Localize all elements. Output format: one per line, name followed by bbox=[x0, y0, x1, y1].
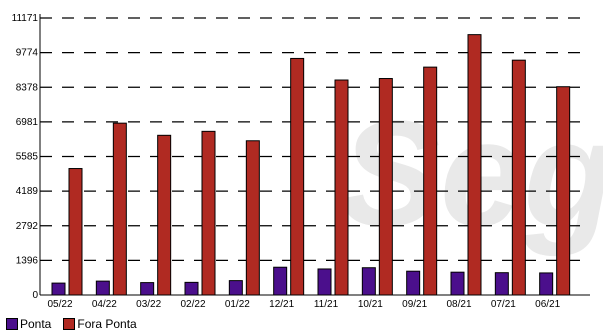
legend-item-ponta: Ponta bbox=[6, 317, 51, 331]
x-tick-label: 09/21 bbox=[402, 299, 427, 310]
x-tick-label: 01/22 bbox=[225, 299, 250, 310]
y-tick-label: 9774 bbox=[16, 48, 39, 59]
bar-fora-ponta bbox=[556, 86, 571, 296]
legend: Ponta Fora Ponta bbox=[6, 316, 149, 332]
bar-ponta bbox=[184, 281, 199, 296]
bar-ponta bbox=[406, 270, 421, 296]
legend-item-fora-ponta: Fora Ponta bbox=[63, 317, 137, 331]
x-tick-label: 12/21 bbox=[269, 299, 294, 310]
x-tick-label: 05/22 bbox=[47, 299, 72, 310]
y-tick-label: 5585 bbox=[16, 152, 39, 163]
bar-fora-ponta bbox=[467, 34, 482, 296]
x-tick-label: 07/21 bbox=[491, 299, 516, 310]
x-axis-ticks: 05/22 04/22 03/22 02/22 01/22 12/21 11/21 10/21… bbox=[47, 299, 560, 310]
bar-fora-ponta bbox=[334, 79, 349, 296]
legend-label-ponta: Ponta bbox=[20, 317, 52, 331]
bars bbox=[51, 34, 571, 296]
bar-ponta bbox=[450, 271, 465, 296]
bar-fora-ponta bbox=[112, 122, 127, 296]
bar-fora-ponta bbox=[68, 168, 83, 296]
legend-label-fora-ponta: Fora Ponta bbox=[77, 317, 137, 331]
legend-swatch-fora-ponta bbox=[63, 318, 76, 330]
bar-fora-ponta bbox=[290, 57, 305, 296]
bar-fora-ponta bbox=[245, 140, 260, 296]
y-tick-label: 8378 bbox=[16, 82, 39, 93]
x-tick-label: 06/21 bbox=[535, 299, 560, 310]
y-tick-label: 11171 bbox=[12, 13, 39, 24]
y-axis-ticks: 1396 2792 4189 5585 6981 8378 9774 11171 0 bbox=[12, 13, 39, 301]
bar-fora-ponta bbox=[511, 59, 526, 296]
gridlines bbox=[40, 17, 590, 262]
y-tick-label: 0 bbox=[32, 290, 38, 301]
bar-ponta bbox=[273, 266, 288, 296]
bar-ponta bbox=[361, 267, 376, 296]
axes bbox=[39, 14, 590, 296]
x-tick-label: 04/22 bbox=[92, 299, 117, 310]
y-tick-label: 6981 bbox=[16, 117, 39, 128]
x-tick-label: 11/21 bbox=[314, 299, 339, 310]
bar-ponta bbox=[95, 280, 110, 296]
x-tick-label: 02/22 bbox=[180, 299, 205, 310]
bar-ponta bbox=[494, 272, 509, 296]
bar-ponta bbox=[51, 282, 66, 296]
y-tick-label: 1396 bbox=[16, 255, 39, 266]
bar-ponta bbox=[228, 280, 243, 296]
x-tick-label: 08/21 bbox=[446, 299, 471, 310]
y-tick-label: 4189 bbox=[16, 186, 39, 197]
x-tick-label: 03/22 bbox=[136, 299, 161, 310]
bar-fora-ponta bbox=[378, 78, 393, 296]
bar-ponta bbox=[140, 282, 155, 296]
bar-ponta bbox=[539, 272, 554, 296]
bar-fora-ponta bbox=[201, 130, 216, 296]
x-tick-label: 10/21 bbox=[358, 299, 383, 310]
bar-fora-ponta bbox=[157, 134, 172, 296]
legend-swatch-ponta bbox=[6, 318, 18, 330]
y-tick-label: 2792 bbox=[16, 221, 39, 232]
bar-fora-ponta bbox=[423, 66, 438, 296]
bar-ponta bbox=[317, 268, 332, 296]
